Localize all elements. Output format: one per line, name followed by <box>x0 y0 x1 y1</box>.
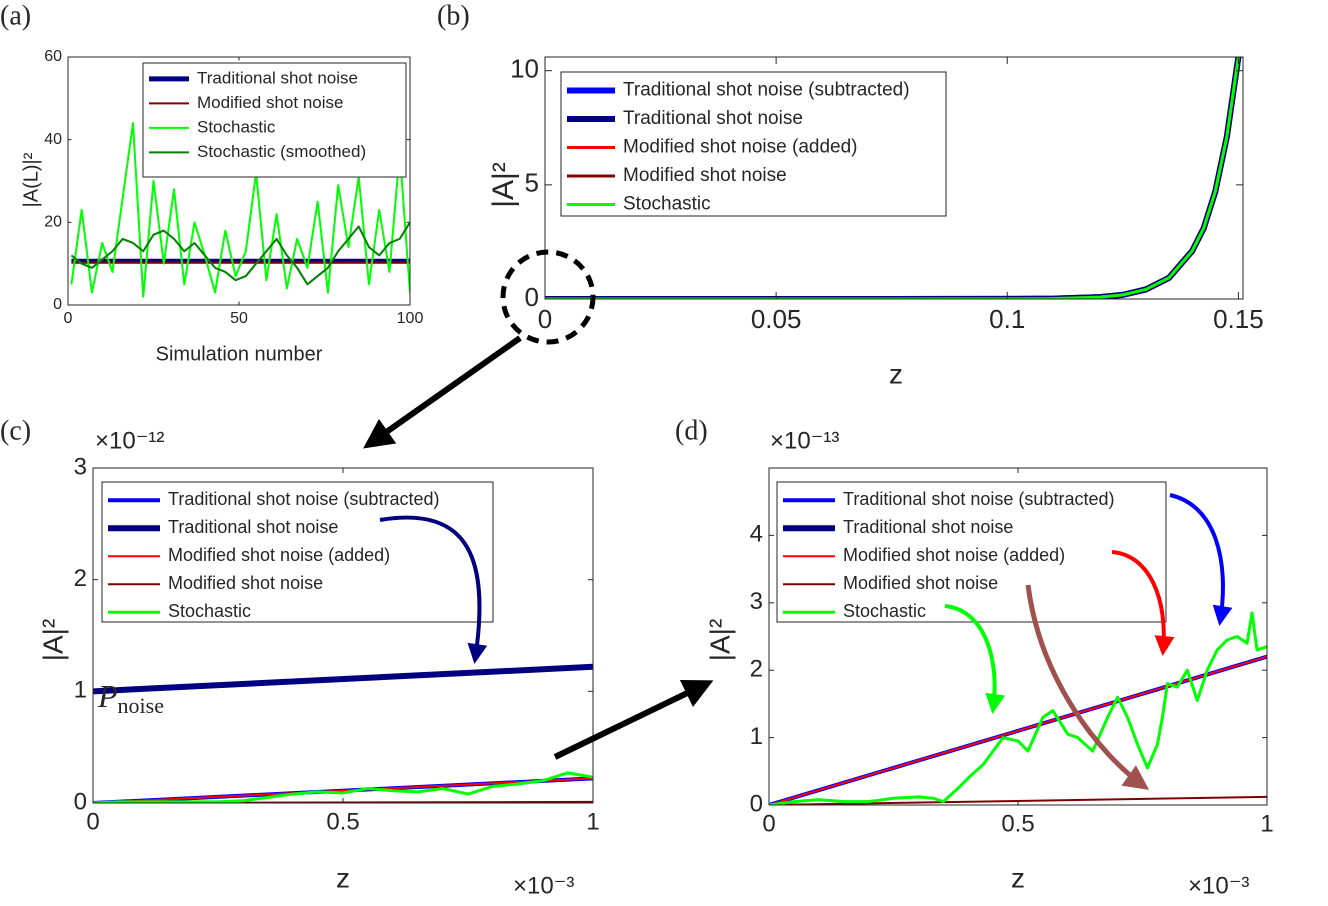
annotation-subscript: noise <box>118 693 164 718</box>
legend-label: Stochastic <box>197 117 276 136</box>
pointer-arrow <box>379 515 488 664</box>
y-tick-label: 0 <box>53 296 62 313</box>
y-tick-label: 0 <box>750 790 763 817</box>
legend-label: Traditional shot noise <box>168 517 338 537</box>
legend-label: Stochastic (smoothed) <box>197 142 366 161</box>
y-tick-label: 0 <box>74 788 87 815</box>
x-axis-label: z <box>1011 862 1025 893</box>
x-axis-label: Simulation number <box>156 343 323 365</box>
y-multiplier: ×10⁻¹³ <box>770 427 839 454</box>
panel-label: (d) <box>675 415 708 446</box>
legend-label: Traditional shot noise <box>843 517 1013 537</box>
y-tick-label: 10 <box>510 54 539 84</box>
x-axis-label: z <box>336 862 350 893</box>
x-tick-label: 0.15 <box>1213 304 1264 334</box>
panel-label: (b) <box>437 0 470 31</box>
pointer-arrow <box>1169 493 1233 626</box>
legend-label: Traditional shot noise <box>623 108 803 129</box>
legend-label: Traditional shot noise (subtracted) <box>168 489 439 509</box>
y-axis-label: |A(L)|² <box>20 152 42 207</box>
x-tick-label: 0 <box>64 310 73 327</box>
data-line <box>93 777 593 803</box>
data-line <box>769 655 1267 805</box>
panel-label: (c) <box>0 415 31 446</box>
y-tick-label: 3 <box>74 453 87 480</box>
legend-label: Modified shot noise <box>843 573 998 593</box>
x-multiplier: ×10⁻³ <box>513 872 574 899</box>
legend-label: Modified shot noise (added) <box>843 545 1065 565</box>
legend-label: Modified shot noise <box>197 93 343 112</box>
x-tick-label: 1 <box>1260 811 1273 838</box>
x-tick-label: 1 <box>586 809 599 836</box>
legend-label: Traditional shot noise (subtracted) <box>623 80 910 101</box>
highlight-circle <box>500 249 596 345</box>
pointer-arrow <box>944 604 1006 714</box>
y-tick-label: 4 <box>750 521 763 548</box>
x-tick-label: 0.5 <box>326 809 359 836</box>
data-line <box>93 663 593 695</box>
x-tick-label: 100 <box>397 310 424 327</box>
y-tick-label: 1 <box>750 723 763 750</box>
y-tick-label: 0 <box>525 282 539 312</box>
x-tick-label: 0 <box>762 811 775 838</box>
data-line <box>70 122 410 298</box>
panel: 0 50 100 0 20 40 60 (a) Simulation number |A(L)|²… <box>0 0 423 365</box>
x-tick-label: 0.5 <box>1001 811 1034 838</box>
x-tick-label: 50 <box>230 310 248 327</box>
legend-box <box>142 62 407 178</box>
legend-label: Stochastic <box>623 194 711 215</box>
pointer-arrow <box>1111 550 1175 656</box>
y-tick-label: 5 <box>525 168 539 198</box>
data-line <box>93 771 593 803</box>
y-tick-label: 3 <box>750 588 763 615</box>
legend-label: Stochastic <box>843 601 926 621</box>
y-tick-label: 60 <box>44 48 62 65</box>
y-multiplier: ×10⁻¹² <box>95 427 164 454</box>
x-axis-label: z <box>889 358 903 389</box>
legend-label: Modified shot noise (added) <box>168 545 390 565</box>
y-axis-label: |A|² <box>37 619 68 662</box>
y-axis-label: |A|² <box>704 619 735 662</box>
axes-box <box>544 56 1244 300</box>
panel-label: (a) <box>0 0 31 31</box>
legend-label: Modified shot noise (added) <box>623 137 857 158</box>
legend-label: Traditional shot noise (subtracted) <box>843 489 1114 509</box>
legend-label: Stochastic <box>168 601 251 621</box>
legend-box <box>560 71 947 217</box>
panel: 0 0.05 0.1 0.15 0 5 10 (b) z |A|² Traditional shot… <box>437 0 1264 389</box>
x-tick-label: 0.05 <box>751 304 802 334</box>
x-tick-label: 0.1 <box>989 304 1025 334</box>
legend-box <box>776 481 1167 623</box>
legend-box <box>101 481 494 623</box>
y-tick-label: 2 <box>750 656 763 683</box>
y-axis-label: |A|² <box>487 162 520 208</box>
pointer-arrow <box>1025 584 1150 790</box>
annotation: Pnoise <box>97 678 164 718</box>
y-tick-label: 40 <box>44 131 62 148</box>
annotations <box>363 249 1233 790</box>
annotation-base: P <box>97 678 118 714</box>
x-tick-label: 0 <box>538 304 552 334</box>
data-line <box>70 221 410 286</box>
zoom-arrow <box>363 335 522 449</box>
data-line <box>769 611 1267 805</box>
legend-label: Modified shot noise <box>623 165 787 186</box>
zoom-arrow <box>553 679 714 760</box>
y-tick-label: 20 <box>44 214 62 231</box>
y-tick-label: 1 <box>74 677 87 704</box>
x-tick-label: 0 <box>86 809 99 836</box>
x-multiplier: ×10⁻³ <box>1188 872 1249 899</box>
y-tick-label: 2 <box>74 565 87 592</box>
legend-label: Modified shot noise <box>168 573 323 593</box>
panel: 0 0.5 1 0 1 2 3 (c) z |A|² ×10⁻¹² ×10⁻³ Pnoise Tradit… <box>0 415 600 899</box>
legend-label: Traditional shot noise <box>197 68 358 87</box>
panel: 0 0.5 1 0 1 2 3 4 (d) z |A|² ×10⁻¹³ ×10⁻³ Traditional… <box>675 415 1274 899</box>
